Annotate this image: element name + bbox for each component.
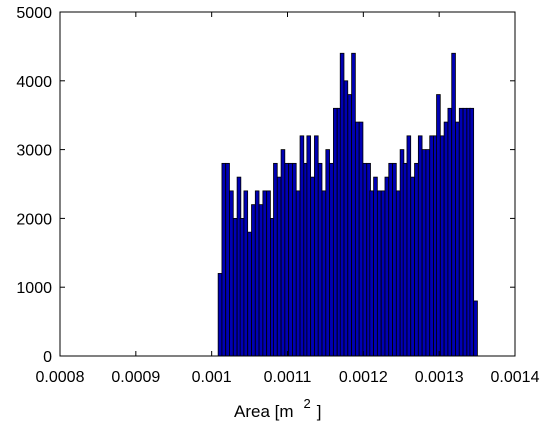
x-axis-title-superscript: 2	[304, 396, 311, 411]
histogram-bar	[273, 162, 278, 357]
x-axis-title-main: Area [m	[234, 402, 294, 421]
x-tick-label: 0.001	[192, 369, 232, 386]
histogram-bar	[376, 190, 382, 357]
histogram-bar	[451, 52, 456, 357]
histogram-bar	[388, 162, 393, 357]
histogram-bar	[339, 52, 345, 357]
histogram-bar	[325, 149, 330, 357]
x-tick-label: 0.0011	[264, 369, 312, 386]
x-tick-label: 0.0014	[491, 369, 540, 386]
histogram-bar	[276, 176, 282, 357]
histogram-bar	[462, 107, 468, 357]
histogram-bar	[402, 162, 408, 357]
histogram-bar	[225, 162, 230, 357]
histogram-bars	[217, 52, 478, 357]
y-tick-label: 3000	[16, 143, 52, 160]
histogram-bar	[469, 107, 475, 357]
histogram-bar	[262, 190, 268, 357]
histogram-bar	[410, 176, 415, 357]
histogram-bar	[362, 162, 368, 357]
x-tick-label: 0.0012	[339, 369, 388, 386]
histogram-bar	[447, 107, 453, 357]
histogram-bar	[329, 162, 334, 357]
histogram-bar	[355, 121, 360, 357]
histogram-bar	[229, 190, 234, 357]
histogram-bar	[243, 190, 249, 357]
histogram-bar	[251, 204, 256, 357]
histogram-bar	[395, 190, 401, 357]
histogram-bar	[421, 149, 427, 357]
histogram-bar	[284, 162, 290, 357]
histogram-bar	[266, 190, 271, 357]
histogram-bar	[258, 204, 264, 357]
histogram-bar	[373, 176, 378, 357]
histogram-bar	[310, 176, 315, 357]
histogram-bar	[351, 52, 356, 357]
histogram-bar	[333, 107, 338, 357]
y-tick-label: 5000	[16, 5, 52, 22]
histogram-bar	[443, 121, 449, 357]
histogram-bar	[288, 162, 293, 357]
y-tick-label: 0	[43, 349, 52, 366]
x-axis-title-close: ]	[317, 402, 322, 421]
histogram-bar	[295, 190, 301, 357]
histogram-bar	[392, 162, 397, 357]
y-tick-label: 1000	[16, 280, 52, 297]
histogram-bar	[369, 190, 374, 357]
axis-ticks	[59, 11, 516, 357]
histogram-bar	[455, 121, 460, 357]
histogram-bar	[439, 135, 445, 357]
histogram-bar	[314, 135, 319, 357]
histogram-bar	[217, 273, 223, 357]
histogram-bar	[321, 190, 327, 357]
y-tick-label: 2000	[16, 211, 52, 228]
histogram-bar	[384, 176, 390, 357]
x-axis-title: Area [m 2]	[234, 396, 322, 421]
x-tick-labels: 0.0008 0.0009 0.001 0.0011 0.0012 0.0013 0.001…	[36, 369, 540, 386]
histogram-bar	[292, 162, 297, 357]
histogram-bar	[380, 190, 386, 357]
x-tick-label: 0.0009	[111, 369, 160, 386]
y-tick-label: 4000	[16, 74, 52, 91]
y-tick-labels: 0 1000 2000 3000 4000 5000	[16, 5, 52, 366]
histogram-bar	[436, 94, 441, 357]
histogram-bar	[221, 162, 227, 357]
histogram-bar	[347, 94, 352, 357]
histogram-bar	[254, 190, 260, 357]
histogram-bar	[425, 149, 431, 357]
x-tick-label: 0.0013	[415, 369, 464, 386]
histogram-bar	[247, 231, 252, 357]
x-tick-label: 0.0008	[36, 369, 85, 386]
histogram-bar	[306, 135, 312, 357]
histogram-bar	[414, 162, 419, 357]
histogram-bar	[343, 80, 349, 357]
histogram-bar	[417, 135, 423, 357]
histogram-bar	[358, 121, 364, 357]
histogram-bar	[406, 135, 412, 357]
histogram-bar	[473, 300, 478, 357]
histogram-bar	[280, 149, 286, 357]
histogram-bar	[239, 217, 245, 357]
histogram-bar	[429, 135, 434, 357]
histogram-bar	[458, 107, 464, 357]
histogram-bar	[317, 162, 323, 357]
histogram-bar	[232, 217, 238, 357]
histogram-bar	[299, 135, 305, 357]
